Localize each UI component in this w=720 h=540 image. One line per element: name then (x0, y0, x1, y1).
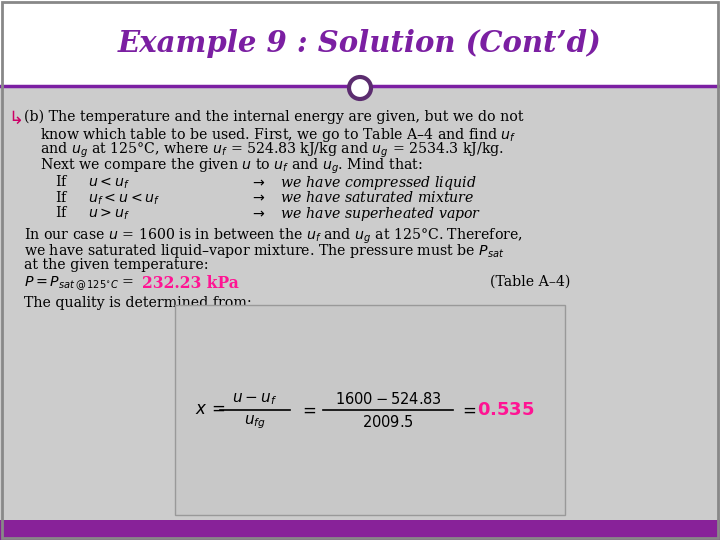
Text: $u_{fg}$: $u_{fg}$ (244, 413, 266, 430)
Text: Example 9 : Solution (Cont’d): Example 9 : Solution (Cont’d) (118, 29, 602, 57)
Bar (0, 520, 720, 540)
Text: $\rightarrow$   we have saturated mixture: $\rightarrow$ we have saturated mixture (250, 190, 474, 205)
Circle shape (349, 77, 371, 99)
Text: we have saturated liquid–vapor mixture. The pressure must be $P_{sat}$: we have saturated liquid–vapor mixture. … (24, 242, 505, 260)
Text: Next we compare the given $u$ to $u_f$ and $u_g$. Mind that:: Next we compare the given $u$ to $u_f$ a… (40, 157, 423, 176)
Text: $2009.5$: $2009.5$ (362, 414, 414, 430)
Text: and $u_g$ at 125°C, where $u_f$ = 524.83 kJ/kg and $u_g$ = 2534.3 kJ/kg.: and $u_g$ at 125°C, where $u_f$ = 524.83… (40, 141, 504, 160)
Text: at the given temperature:: at the given temperature: (24, 258, 209, 272)
Text: If     $u < u_f$: If $u < u_f$ (55, 174, 130, 191)
Text: In our case $u$ = 1600 is in between the $u_f$ and $u_g$ at 125°C. Therefore,: In our case $u$ = 1600 is in between the… (24, 226, 523, 246)
Text: $=$: $=$ (300, 401, 317, 418)
Text: $\rightarrow$   we have compressed liquid: $\rightarrow$ we have compressed liquid (250, 174, 477, 192)
Bar (175, 305, 565, 515)
Text: (b) The temperature and the internal energy are given, but we do not: (b) The temperature and the internal ene… (24, 110, 523, 124)
Text: know which table to be used. First, we go to Table A–4 and find $u_f$: know which table to be used. First, we g… (40, 125, 516, 144)
Text: $\mathbf{0.535}$: $\mathbf{0.535}$ (477, 401, 535, 418)
Text: $x\, =$: $x\, =$ (195, 401, 225, 418)
Text: If     $u_f < u < u_f$: If $u_f < u < u_f$ (55, 190, 161, 207)
Text: $P = P_{sat\,@\,125^{\circ}C}$ =: $P = P_{sat\,@\,125^{\circ}C}$ = (24, 275, 136, 293)
Text: (Table A–4): (Table A–4) (490, 275, 570, 289)
Text: ↳: ↳ (8, 110, 23, 128)
Text: The quality is determined from:: The quality is determined from: (24, 296, 252, 310)
Text: $1600 - 524.83$: $1600 - 524.83$ (335, 391, 441, 407)
Text: $\rightarrow$   we have superheated vapor: $\rightarrow$ we have superheated vapor (250, 205, 482, 223)
Text: $u - u_f$: $u - u_f$ (233, 391, 278, 407)
Text: 232.23 kPa: 232.23 kPa (142, 275, 239, 292)
Text: $=$: $=$ (459, 401, 477, 418)
Bar (0, 0, 720, 86)
Text: If     $u > u_f$: If $u > u_f$ (55, 205, 130, 222)
